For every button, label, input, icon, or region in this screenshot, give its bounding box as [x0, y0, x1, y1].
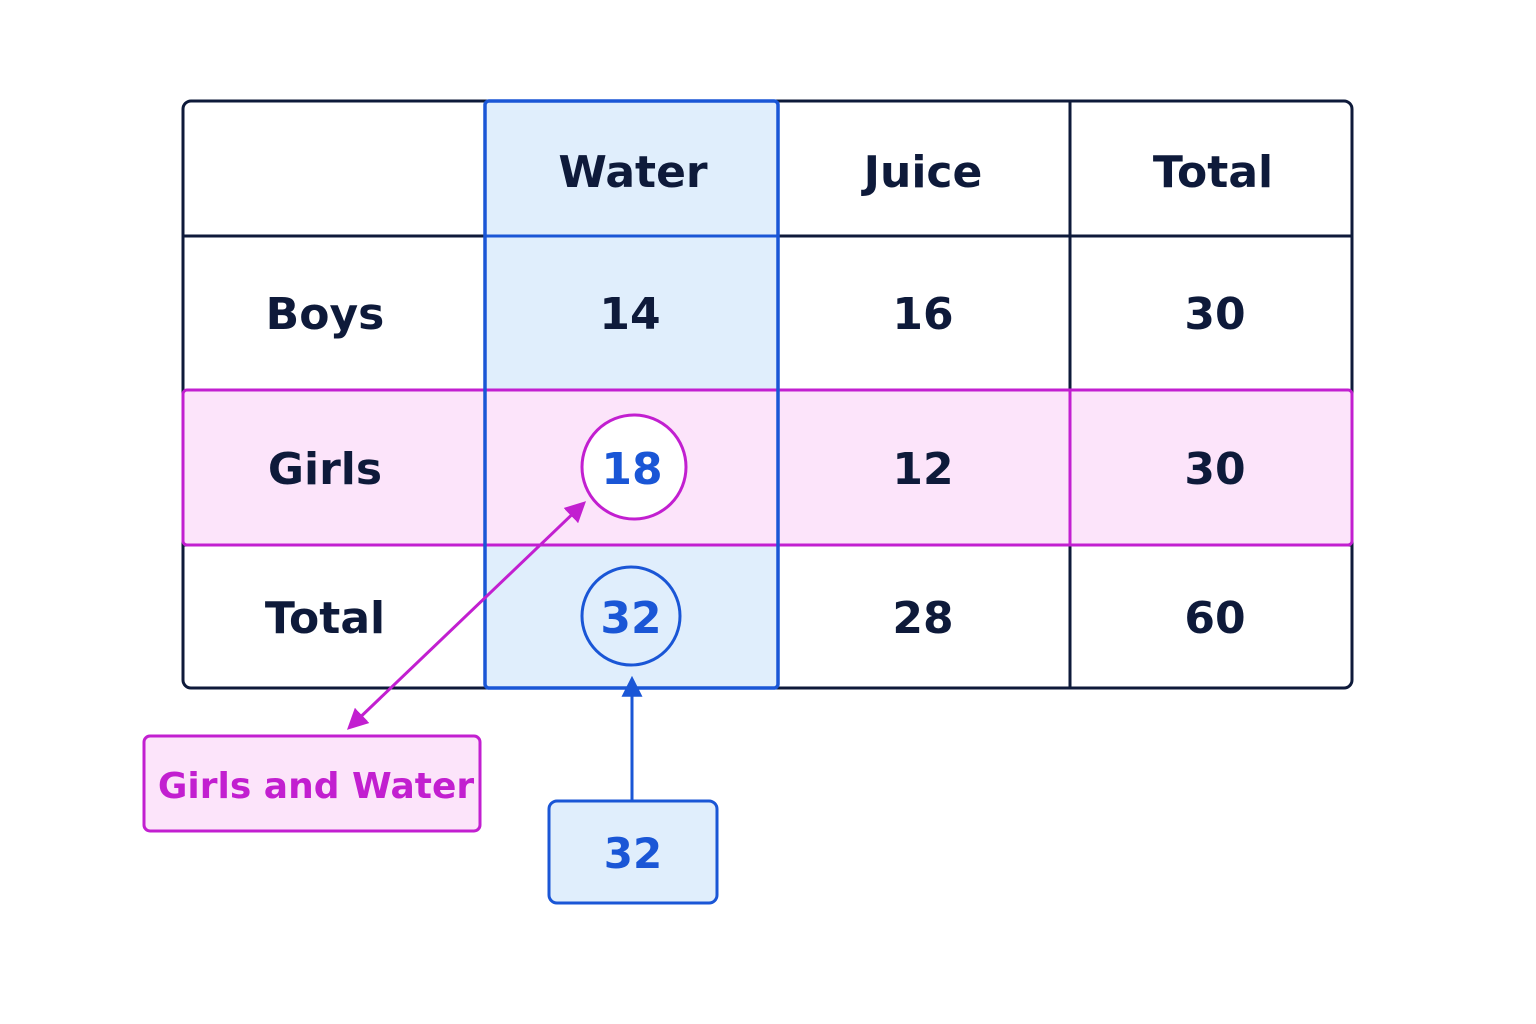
cell-girls-water: 18 [601, 444, 662, 495]
col-header-water: Water [558, 147, 708, 198]
cell-girls-total: 30 [1184, 444, 1245, 495]
water-total-callout-label: 32 [604, 829, 662, 878]
cell-boys-juice: 16 [892, 289, 953, 340]
girls-water-arrow [346, 501, 587, 730]
girls-row-outline [181, 388, 1354, 547]
col-header-juice: Juice [861, 147, 983, 198]
row-label-girls: Girls [268, 444, 382, 495]
cell-boys-water: 14 [599, 289, 660, 340]
girls-water-circle [580, 413, 688, 521]
girls-water-callout-label: Girls and Water [158, 766, 475, 807]
cell-girls-juice: 12 [892, 444, 953, 495]
col-header-total: Total [1153, 147, 1273, 198]
cell-total-juice: 28 [892, 593, 953, 644]
cell-total-total: 60 [1184, 593, 1245, 644]
cell-total-water: 32 [600, 593, 661, 644]
row-label-boys: Boys [266, 289, 385, 340]
cell-boys-total: 30 [1184, 289, 1245, 340]
water-total-callout-box [547, 799, 719, 905]
row-label-total: Total [265, 593, 385, 644]
girls-water-callout-box [142, 734, 482, 833]
